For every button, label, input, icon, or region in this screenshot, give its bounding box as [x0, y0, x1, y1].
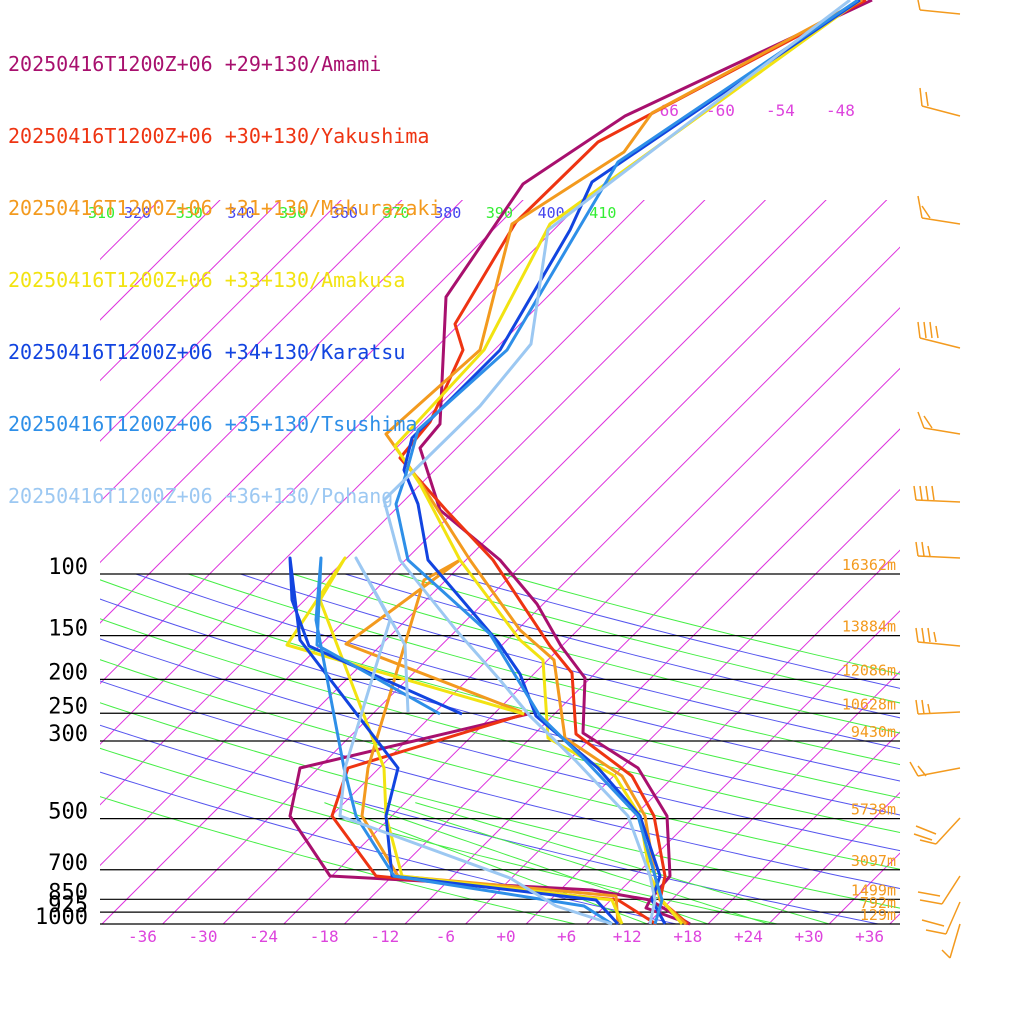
- isotherm-line: [890, 4, 1024, 924]
- legend: 20250416T1200Z+06 +29+130/Amami 20250416…: [8, 4, 441, 556]
- wind-barb: [914, 486, 960, 502]
- pressure-label: 1000: [35, 905, 88, 930]
- wind-barb: [922, 902, 960, 934]
- legend-entry: 20250416T1200Z+06 +35+130/Tsushima: [8, 412, 441, 436]
- x-tick-label: +18: [673, 927, 702, 946]
- wind-barb: [918, 322, 960, 348]
- legend-entry: 20250416T1200Z+06 +34+130/Karatsu: [8, 340, 441, 364]
- x-tick-label: +6: [557, 927, 576, 946]
- isotherm-line: [829, 4, 1024, 924]
- legend-entry: 20250416T1200Z+06 +30+130/Yakushima: [8, 124, 441, 148]
- height-label: 3097m: [851, 852, 896, 870]
- isotherm-line: [647, 4, 1024, 924]
- wind-barb: [918, 196, 960, 224]
- x-tick-label: -24: [249, 927, 278, 946]
- wind-barb: [910, 762, 960, 776]
- x-tick-label: +36: [855, 927, 884, 946]
- pressure-label: 100: [48, 555, 88, 580]
- wind-barb: [920, 88, 960, 116]
- isotherm-line: [1011, 4, 1024, 924]
- pressure-label: 300: [48, 722, 88, 747]
- pressure-label: 700: [48, 851, 88, 876]
- isotherm-label: -48: [826, 101, 855, 120]
- pressure-label: 150: [48, 617, 88, 642]
- height-label: 9430m: [851, 723, 896, 741]
- wind-barb: [916, 628, 960, 646]
- isotherm-line: [769, 4, 1024, 924]
- pressure-label: 500: [48, 800, 88, 825]
- theta-label: 410: [589, 204, 616, 222]
- pressure-label: 250: [48, 694, 88, 719]
- wind-barb: [918, 412, 960, 434]
- wind-barb: [916, 700, 960, 714]
- moist-adiabat: [415, 803, 829, 924]
- height-label: 129m: [860, 906, 896, 924]
- height-label: 16362m: [842, 556, 896, 574]
- isotherm-line: [708, 4, 1024, 924]
- wind-barb: [916, 542, 960, 558]
- x-tick-label: +12: [613, 927, 642, 946]
- isotherm-line: [466, 4, 1024, 924]
- x-tick-label: -12: [370, 927, 399, 946]
- height-label: 10628m: [842, 695, 896, 713]
- height-label: 5738m: [851, 801, 896, 819]
- x-tick-label: -30: [189, 927, 218, 946]
- height-label: 13884m: [842, 618, 896, 636]
- dry-adiabat: [0, 574, 878, 924]
- wind-barb: [918, 0, 960, 14]
- legend-entry: 20250416T1200Z+06 +29+130/Amami: [8, 52, 441, 76]
- x-tick-label: +24: [734, 927, 763, 946]
- temperature-line: [420, 0, 872, 924]
- wind-barb: [918, 876, 960, 904]
- wind-barb: [942, 924, 960, 958]
- isotherm-label: -54: [766, 101, 795, 120]
- height-label: 12086m: [842, 661, 896, 679]
- x-tick-label: +30: [795, 927, 824, 946]
- isotherm-line: [950, 4, 1024, 924]
- x-tick-label: +0: [496, 927, 515, 946]
- legend-entry: 20250416T1200Z+06 +33+130/Amakusa: [8, 268, 441, 292]
- pressure-label: 200: [48, 660, 88, 685]
- x-tick-label: -6: [436, 927, 455, 946]
- dry-adiabat: [241, 574, 1024, 924]
- legend-entry: 20250416T1200Z+06 +31+130/Makurazaki: [8, 196, 441, 220]
- x-tick-label: -36: [128, 927, 157, 946]
- isotherm-line: [344, 4, 1024, 924]
- x-tick-label: -18: [310, 927, 339, 946]
- wind-barb: [914, 818, 960, 844]
- isotherm-label: -60: [706, 101, 735, 120]
- legend-entry: 20250416T1200Z+06 +36+130/Pohang: [8, 484, 441, 508]
- isotherm-line: [405, 4, 1024, 924]
